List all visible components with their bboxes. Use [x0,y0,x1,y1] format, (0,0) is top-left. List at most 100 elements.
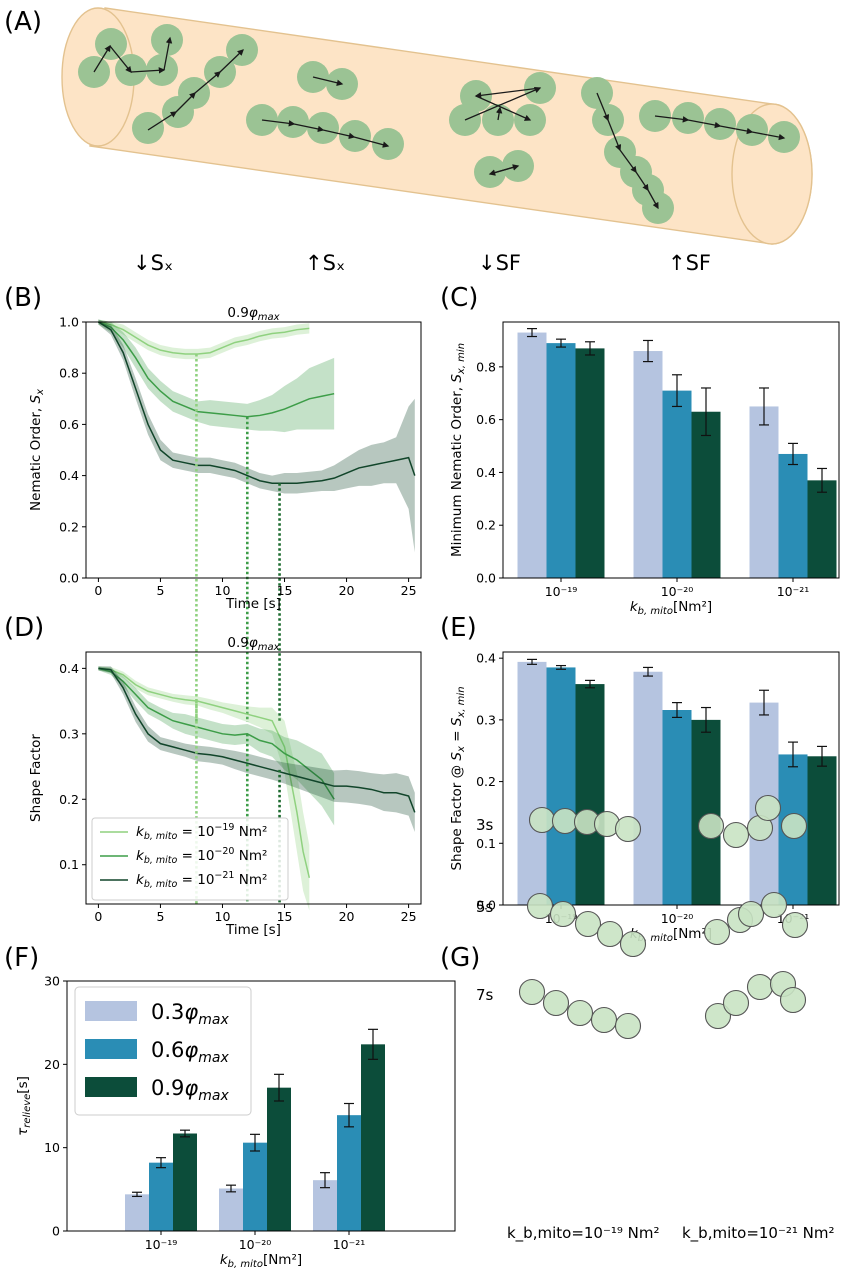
ytick-label-5: 1.0 [59,315,79,330]
bar-0-1 [149,1162,173,1231]
legend-swatch-1 [85,1039,137,1059]
arrow-10 [293,123,325,133]
legend-sub: max [198,1088,229,1104]
bar-2-2 [807,480,837,578]
legend-sub: b, mito [144,831,178,842]
bar-0-2 [575,348,605,578]
bead-7 [178,77,210,109]
arrow-1 [109,45,132,74]
snapshot-bead-5-4 [779,986,807,1014]
snapshot-bead-4-4 [614,1012,642,1040]
arrow-group [93,36,786,210]
bar-1-2 [691,411,721,578]
arrow-11 [322,129,356,140]
ylabel-s: S [28,394,44,403]
xtick-label-5: 25 [401,909,417,924]
ytick-label-4: 0.8 [476,359,496,374]
xlabel-unit: [Nm²] [673,599,712,615]
xtick-label-3: 15 [277,583,293,598]
label-up-sf: ↑SF [668,251,711,275]
legend-exp: −21 [214,870,234,881]
arrow-22 [635,171,649,192]
arrow-6 [194,71,221,94]
legend-entry-2: kb, mito = 10−21 Nm² [136,870,267,890]
legend-entry-0: kb, mito = 10−19 Nm² [136,822,267,842]
band-series-2 [98,666,415,832]
arrow-21 [619,149,637,174]
arrow-24 [654,115,690,123]
snapshot-bead-1-3 [754,794,782,822]
legend-swatch-0 [85,1001,137,1021]
xtick-label-1: 10⁻²⁰ [239,1237,272,1252]
legend-exp: −19 [214,822,234,833]
arrow-18 [488,165,519,176]
legend-unit: Nm² [234,848,267,864]
chart-title: 0.9φmax [227,305,279,323]
snapshot-bead-4-0 [518,978,546,1006]
panel-letter-g: (G) [440,943,480,973]
snapshot-bead-3-0 [703,918,731,946]
legend-eq: = 10 [177,824,214,840]
chart-f-tau-relieve: 10⁻¹⁹ 10⁻²⁰ 10⁻²¹ 0 10 20 30 kb, mito[Nm²] τreli… [15,974,456,1270]
chart-d-shape-factor: 0 5 10 15 20 25 0.1 0.2 0.3 0.4 0.9φmax Time [s] Sha… [28,635,422,938]
row-label-5s: 5s [476,898,494,916]
bar-1-1 [662,390,692,578]
snapshot-bead-4-1 [542,989,570,1017]
chartF-axes-frame [66,980,456,1232]
legend-k: k [136,872,145,888]
snapshot-bead-5-1 [722,989,750,1017]
ytick-label-4: 0.8 [59,366,79,381]
y-axis-label: τrelieve[s] [15,1076,33,1136]
line-series-2 [98,321,416,485]
snapshot-bead-2-1 [549,900,577,928]
bar-1-2 [691,719,721,905]
ytick-label-1: 0.2 [476,518,496,533]
bar-2-0 [313,1180,337,1231]
ylabel-tau: τ [15,1127,31,1136]
band-series-1 [98,319,335,433]
panel-letter-f: (F) [4,943,39,973]
arrow-12 [353,136,390,148]
xtick-label-5: 25 [401,583,417,598]
bar-2-1 [778,453,808,578]
row-label-7s: 7s [476,986,494,1004]
bar-2-0 [749,406,779,578]
title-phi: φ [249,635,258,651]
bead-0 [95,28,127,60]
ytick-label-1: 0.2 [59,792,79,807]
xtick-label-3: 15 [277,909,293,924]
col-label-1e-19: k_b,mito=10⁻¹⁹ Nm² [507,1224,660,1243]
ytick-label-2: 0.2 [476,774,496,789]
snapshot-bead-2-3 [596,920,624,948]
snapshot-bead-0-4 [614,815,642,843]
title-sub: max [258,312,280,323]
snapshot-bead-2-4 [619,930,647,958]
ylabel-sub: x [456,746,467,753]
bead-group [78,24,800,224]
ytick-label-2: 0.4 [59,468,79,483]
arrow-27 [751,131,786,141]
ytick-label-1: 10 [44,1140,60,1155]
ytick-label-0: 0.0 [476,571,496,586]
snapshot-bead-1-1 [722,821,750,849]
bar-1-0 [633,351,663,578]
legend-unit: Nm² [234,824,267,840]
arrow-13 [464,87,542,121]
snapshot-bead-4-3 [590,1006,618,1034]
ytick-label-3: 0.6 [59,417,79,432]
xlabel-k: k [630,599,639,615]
snapshot-bead-2-2 [574,910,602,938]
bead-5 [132,112,164,144]
xlabel-unit: [Nm²] [673,926,712,942]
bar-2-1 [337,1115,361,1231]
bar-2-2 [361,1044,385,1231]
arrow-26 [719,125,754,135]
ytick-label-0: 0.1 [59,857,79,872]
arrow-19 [596,92,610,122]
arrow-16 [495,106,503,121]
legend-sub: max [198,1050,229,1066]
bar-0-0 [125,1194,149,1231]
xtick-label-2: 10⁻²¹ [777,584,810,599]
